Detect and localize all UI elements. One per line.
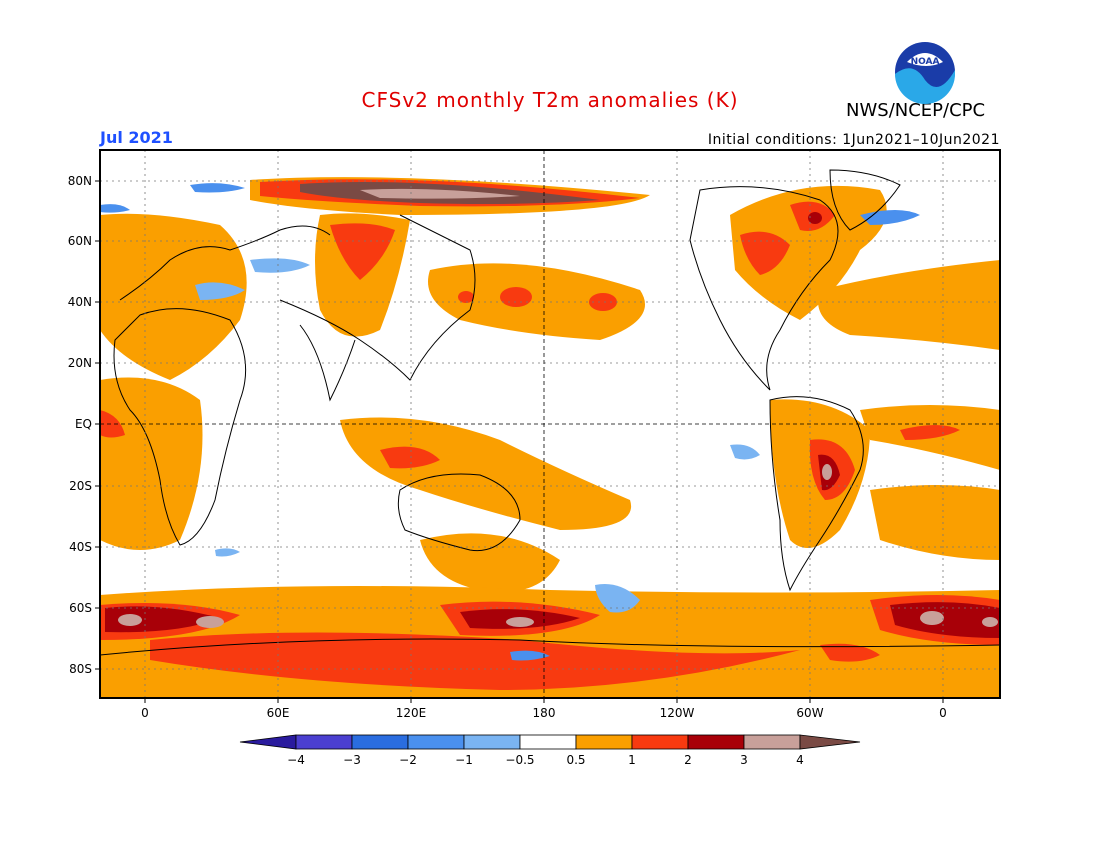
lon-label: 60W	[796, 706, 824, 720]
lat-label: 80N	[67, 174, 92, 188]
europe-cool-region	[195, 282, 245, 300]
lat-label: 60N	[67, 234, 92, 248]
colorbar-label: −4	[287, 753, 305, 767]
lat-label: 20N	[67, 356, 92, 370]
colorbar-label: 2	[684, 753, 692, 767]
north-america-warm-region	[730, 185, 887, 320]
colorbar-cell	[575, 734, 633, 750]
gridlines	[100, 150, 1000, 698]
noaa-logo-text: NOAA	[911, 57, 940, 67]
colorbar-label: −2	[399, 753, 417, 767]
colorbar-label: 4	[796, 753, 804, 767]
colorbar-label: −3	[343, 753, 361, 767]
month-label: Jul 2021	[100, 128, 173, 147]
lat-label: 80S	[69, 662, 92, 676]
map-title: CFSv2 monthly T2m anomalies (K)	[361, 88, 739, 112]
lat-label: 40N	[67, 295, 92, 309]
colorbar-cell	[519, 734, 577, 750]
lon-label: 0	[141, 706, 149, 720]
colorbar-cell	[407, 734, 465, 750]
coastlines	[100, 169, 1000, 656]
maritime-continent-warm-region	[340, 417, 632, 530]
colorbar-low-arrow	[239, 734, 297, 750]
colorbar-label: −1	[455, 753, 473, 767]
colorbar-cell	[351, 734, 409, 750]
southern-cool-region	[595, 584, 640, 613]
colorbar-label: 3	[740, 753, 748, 767]
colorbar-cell	[687, 734, 745, 750]
agency-label: NWS/NCEP/CPC	[846, 100, 986, 121]
lat-label: 60S	[69, 601, 92, 615]
lat-label: 40S	[69, 540, 92, 554]
colorbar-cell	[743, 734, 801, 750]
colorbar-high-arrow	[799, 734, 861, 750]
lon-label: 180	[532, 706, 556, 720]
lon-label: 120W	[659, 706, 695, 720]
north-pacific-warm-region	[428, 263, 645, 340]
noaa-logo: NOAA	[895, 42, 955, 104]
lon-label: 60E	[266, 706, 290, 720]
colorbar-label: 0.5	[566, 753, 586, 767]
colorbar-label: 1	[628, 753, 636, 767]
antarctic-warm-region	[150, 632, 800, 690]
initial-conditions-label: Initial conditions: 1Jun2021–10Jun2021	[707, 132, 1000, 148]
colorbar	[239, 734, 861, 750]
colorbar-label: −0.5	[505, 753, 535, 767]
lat-label: EQ	[74, 417, 92, 431]
lat-label: 20S	[69, 479, 92, 493]
lon-label: 0	[939, 706, 947, 720]
lon-label: 120E	[395, 706, 427, 720]
colorbar-cell	[463, 734, 521, 750]
colorbar-cell	[631, 734, 689, 750]
colorbar-cell	[295, 734, 353, 750]
europe-africa-warm-region	[100, 213, 247, 380]
axis-ticks	[95, 180, 944, 703]
